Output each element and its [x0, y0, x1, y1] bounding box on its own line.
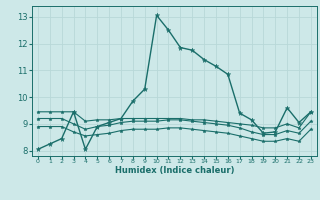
X-axis label: Humidex (Indice chaleur): Humidex (Indice chaleur) [115, 166, 234, 175]
